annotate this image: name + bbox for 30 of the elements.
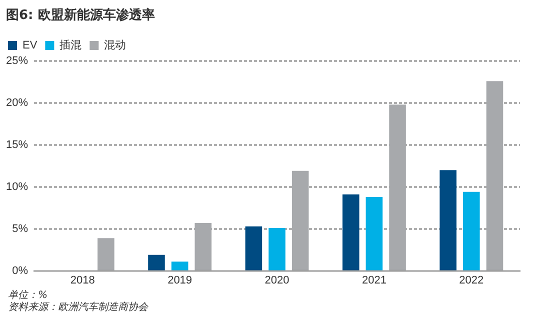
bar: [268, 228, 286, 270]
y-tick-label: 20%: [6, 96, 28, 109]
y-tick-label: 25%: [6, 55, 28, 68]
bar: [148, 254, 165, 270]
x-tick-label: 2020: [264, 274, 290, 286]
bar: [194, 222, 212, 270]
text: 资料来源：欧洲汽车制造商协会: [8, 302, 150, 314]
y-tick-label: 15%: [6, 138, 28, 151]
bar: [440, 170, 456, 270]
y-tick-label: 5%: [12, 222, 28, 235]
bar: [292, 170, 309, 270]
x-tick-label: 2018: [70, 274, 95, 286]
text: 单位：%: [8, 290, 49, 302]
bar: [463, 192, 480, 270]
y-tick-label: 0%: [12, 264, 28, 277]
x-tick-label: 2019: [168, 274, 192, 286]
chart-title: 图6: 欧盟新能源车渗透率: [5, 6, 156, 25]
legend-label: 混动: [104, 40, 126, 52]
x-tick-label: 2021: [362, 274, 386, 286]
bar: [171, 262, 188, 270]
x-tick-label: 2022: [459, 274, 484, 286]
legend-label: 插混: [60, 40, 82, 52]
bar: [389, 104, 406, 270]
bar: [98, 238, 114, 270]
bar: [342, 194, 360, 270]
legend-label: EV: [22, 40, 38, 52]
y-tick-label: 10%: [6, 180, 28, 193]
bar: [366, 196, 383, 270]
bar: [245, 226, 262, 270]
bar: [486, 81, 504, 270]
